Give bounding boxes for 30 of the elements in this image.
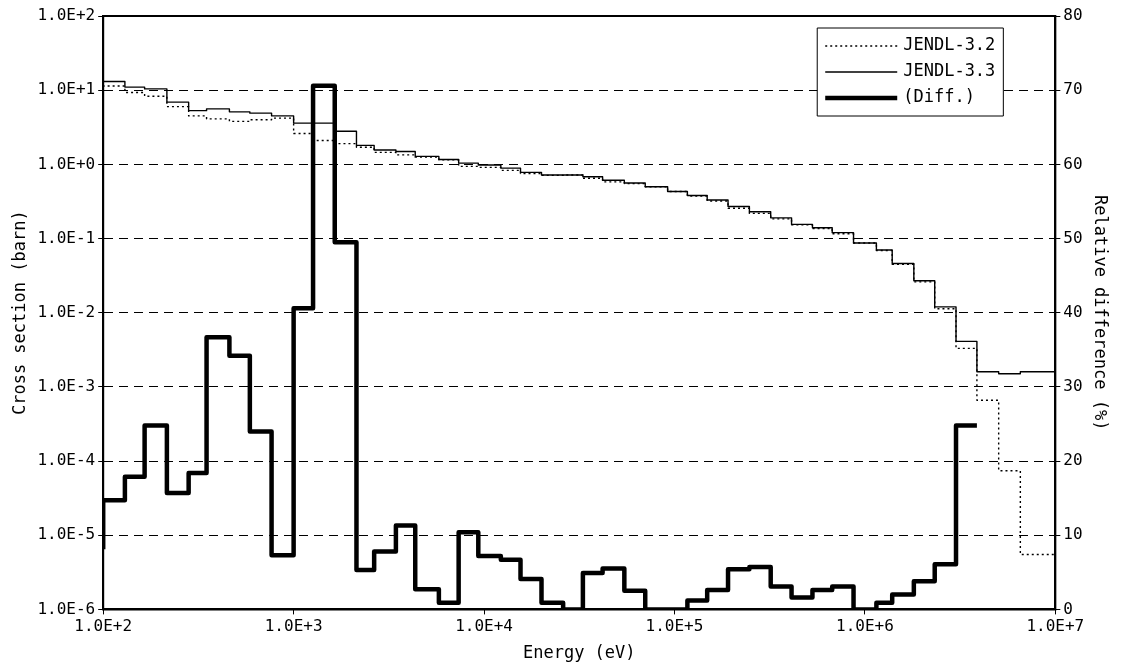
x-axis-title: Energy (eV) xyxy=(522,642,636,663)
x-tick-label: 1.0E+4 xyxy=(455,616,513,636)
legend-label: JENDL-3.3 xyxy=(903,60,996,81)
y-tick-label: 1.0E-2 xyxy=(37,301,96,321)
y-tick-label: 1.0E-3 xyxy=(37,376,96,396)
y2-tick-label: 0 xyxy=(1063,598,1073,618)
y2-tick-label: 10 xyxy=(1063,524,1083,544)
x-tick-label: 1.0E+2 xyxy=(74,616,133,636)
y2-tick-label: 40 xyxy=(1063,301,1083,321)
y-tick-label: 1.0E+2 xyxy=(37,5,96,25)
y2-tick-label: 30 xyxy=(1063,376,1083,396)
x-tick-label: 1.0E+6 xyxy=(836,616,894,636)
y2-tick-label: 20 xyxy=(1063,450,1083,470)
y-axis-title: Cross section (barn) xyxy=(8,210,29,416)
y2-tick-label: 50 xyxy=(1063,227,1083,247)
y2-tick-label: 70 xyxy=(1063,79,1083,99)
y2-tick-label: 80 xyxy=(1063,5,1083,25)
y2-tick-label: 60 xyxy=(1063,153,1083,173)
y-tick-label: 1.0E+0 xyxy=(37,153,96,173)
y-tick-label: 1.0E-5 xyxy=(37,524,96,544)
legend-label: (Diff.) xyxy=(903,86,975,107)
y-tick-label: 1.0E-6 xyxy=(37,598,96,618)
legend-label: JENDL-3.2 xyxy=(903,34,996,55)
x-tick-label: 1.0E+7 xyxy=(1026,616,1085,636)
y-tick-label: 1.0E-4 xyxy=(37,450,96,470)
y2-axis-title: Relative difference (%) xyxy=(1091,195,1112,431)
x-tick-label: 1.0E+5 xyxy=(645,616,704,636)
y-tick-label: 1.0E+1 xyxy=(37,79,96,99)
x-tick-label: 1.0E+3 xyxy=(264,616,323,636)
y-tick-label: 1.0E-1 xyxy=(37,227,96,247)
